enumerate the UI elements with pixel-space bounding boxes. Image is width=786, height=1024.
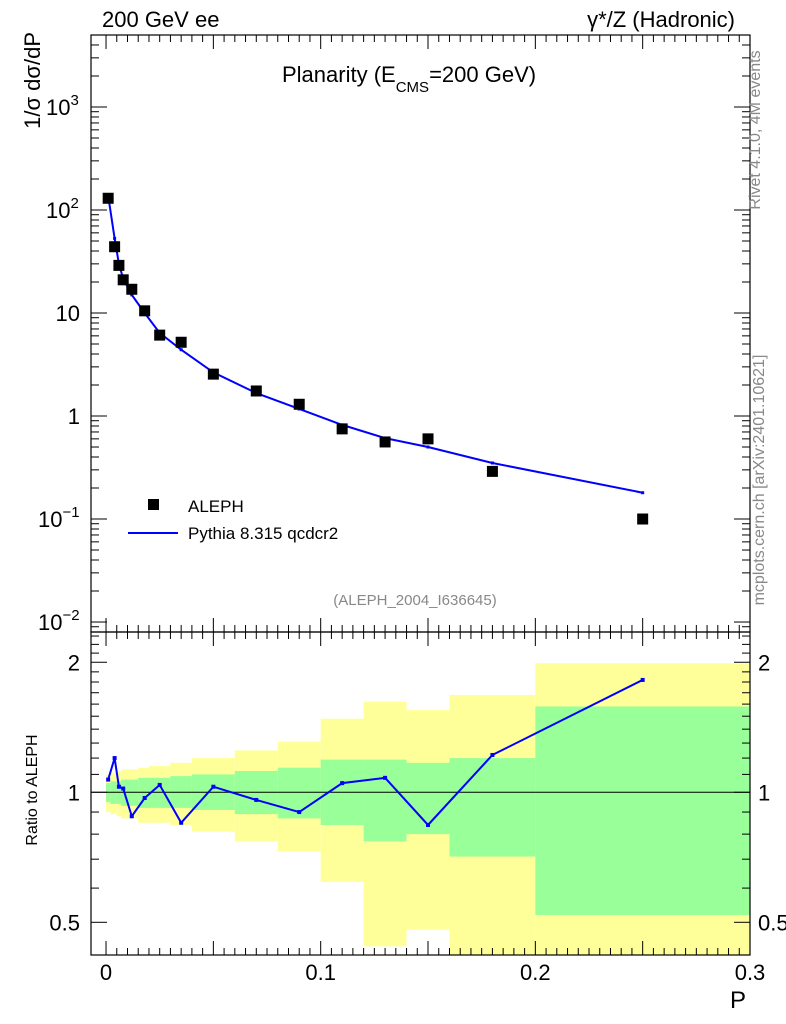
data-point [126,283,138,295]
ratio-point [129,814,134,819]
ratio-point [157,782,162,787]
uncertainty-band-green [138,777,149,808]
y-tick-label: 1 [68,404,80,429]
data-point [250,385,262,397]
legend-marker-data [148,499,159,510]
data-point [207,368,219,380]
mc-point [426,445,430,449]
data-point [293,398,305,410]
x-tick-label: 0 [100,960,112,985]
ratio-point [640,677,645,682]
data-point [139,305,151,317]
data-point [102,192,114,204]
data-point [113,259,125,271]
ratio-point [340,781,345,786]
uncertainty-band-green [535,706,750,915]
rivet-version-label: Rivet 4.1.0, 4M events [747,50,764,209]
header-right: γ*/Z (Hadronic) [587,7,735,32]
y-tick-label: 10−1 [38,504,80,532]
ratio-point [211,784,216,789]
ratio-frame [90,631,751,956]
data-point [336,423,348,435]
data-point [175,336,187,348]
ratio-point [116,784,121,789]
ratio-point [179,820,184,825]
ratio-y-tick-label-left: 2 [68,650,80,675]
uncertainty-band-green [363,759,407,842]
data-point [422,433,434,445]
y-tick-label: 10 [56,301,80,326]
uncertainty-band-green [277,767,321,819]
y-tick-label: 103 [46,92,79,120]
mc-point [641,491,645,495]
y-tick-label: 10−2 [38,607,80,635]
mc-point [179,348,183,352]
data-point [154,329,166,341]
ratio-point [106,777,111,782]
mc-point [113,236,117,240]
mc-line [107,195,643,494]
ratio-y-tick-label-left: 1 [68,780,80,805]
ratio-point [490,752,495,757]
ratio-point [426,822,431,827]
ratio-y-tick-label-right: 2 [758,650,770,675]
ratio-point [383,775,388,780]
x-tick-label: 0.3 [735,960,766,985]
chart-title: Planarity (ECMS=200 GeV) [282,62,536,96]
x-tick-label: 0.1 [305,960,336,985]
data-point [637,513,649,525]
ratio-line [107,679,644,827]
x-tick-label: 0.2 [520,960,551,985]
data-point [117,274,129,286]
y-tick-label: 102 [46,195,79,223]
mcplots-label: mcplots.cern.ch [arXiv:2401.10621] [751,355,768,606]
ratio-y-tick-label-right: 0.5 [758,910,786,935]
header-left: 200 GeV ee [102,7,219,32]
ratio-y-tick-label-right: 1 [758,780,770,805]
x-axis-label: P [730,987,746,1014]
ratio-point [142,795,147,800]
data-point [379,436,391,448]
y-axis-label: 1/σ dσ/dP [20,32,45,129]
ratio-y-tick-label-left: 0.5 [49,910,80,935]
ratio-y-axis-label: Ratio to ALEPH [24,734,41,845]
ratio-point [112,756,117,761]
analysis-watermark: (ALEPH_2004_I636645) [333,592,496,609]
uncertainty-band-green [449,758,536,857]
ratio-point [254,797,259,802]
legend-label-data: ALEPH [188,497,244,516]
ratio-point [121,786,126,791]
ratio-point [297,810,302,815]
legend-label-mc: Pythia 8.315 qcdcr2 [188,524,338,543]
uncertainty-band-green [148,777,171,808]
data-point [109,241,121,253]
mc-point [130,293,134,297]
data-point [486,465,498,477]
uncertainty-band-green [406,762,450,835]
mc-point [490,461,494,465]
